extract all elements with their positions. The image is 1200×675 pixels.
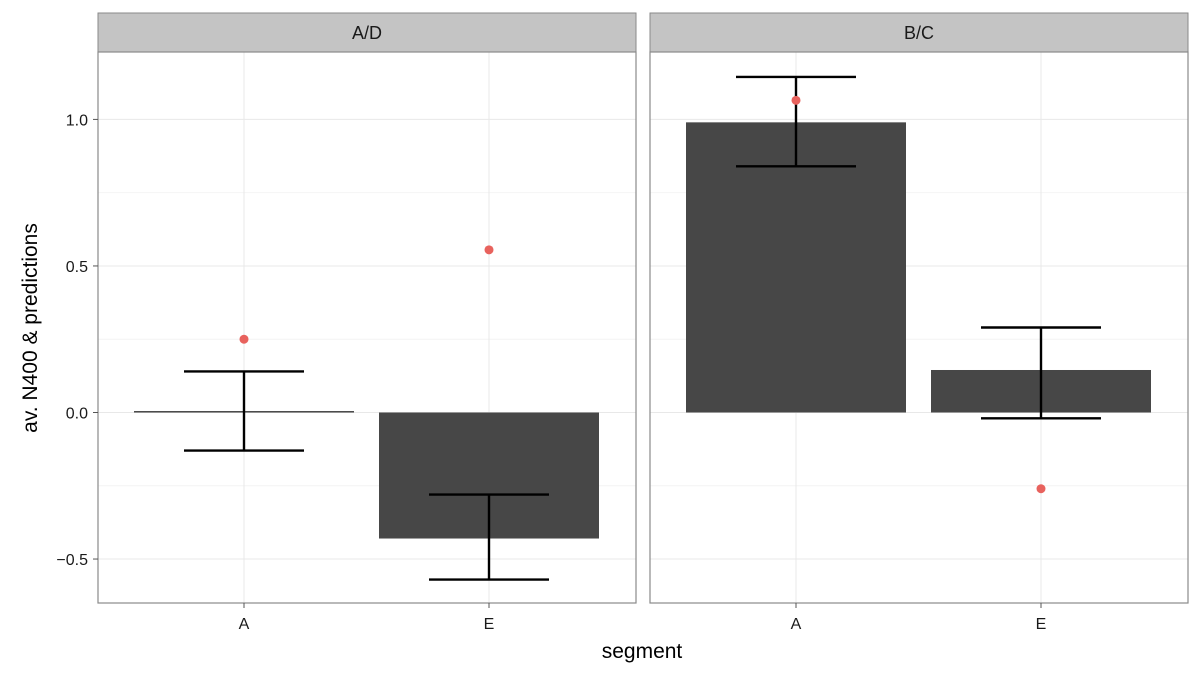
errorbar-a (736, 75, 856, 168)
facet-panel-b-c: B/C (649, 12, 1189, 604)
prediction-point-e (484, 245, 494, 255)
y-axis-title: av. N400 & predictions (19, 223, 42, 433)
facet-strip (649, 12, 1189, 53)
y-tick-label: 0.5 (66, 259, 88, 276)
panel-border (97, 51, 637, 604)
panel-border (649, 51, 1189, 604)
facet-strip (97, 12, 637, 53)
x-tick-label: E (484, 616, 495, 633)
prediction-point-a (239, 334, 249, 344)
prediction-point-a (791, 95, 801, 105)
errorbar-a (184, 370, 304, 452)
x-tick-label: A (791, 616, 802, 633)
x-axis-title: segment (602, 640, 683, 663)
facet-panel-a-d: A/D (97, 12, 637, 604)
bar-b-c-a (686, 122, 906, 413)
y-axis: −0.5 0.0 0.5 1.0 (56, 112, 98, 569)
x-tick-label: E (1036, 616, 1047, 633)
y-tick-label: 0.0 (66, 405, 88, 422)
prediction-point-e (1036, 484, 1046, 494)
facet-strip-label: A/D (352, 23, 382, 43)
facet-panels: A/D B/C (97, 12, 1189, 604)
y-tick-label: −0.5 (56, 552, 88, 569)
x-tick-label: A (239, 616, 250, 633)
errorbar-e (429, 493, 549, 581)
y-tick-label: 1.0 (66, 112, 88, 129)
errorbar-e (981, 326, 1101, 420)
facet-strip-label: B/C (904, 23, 934, 43)
